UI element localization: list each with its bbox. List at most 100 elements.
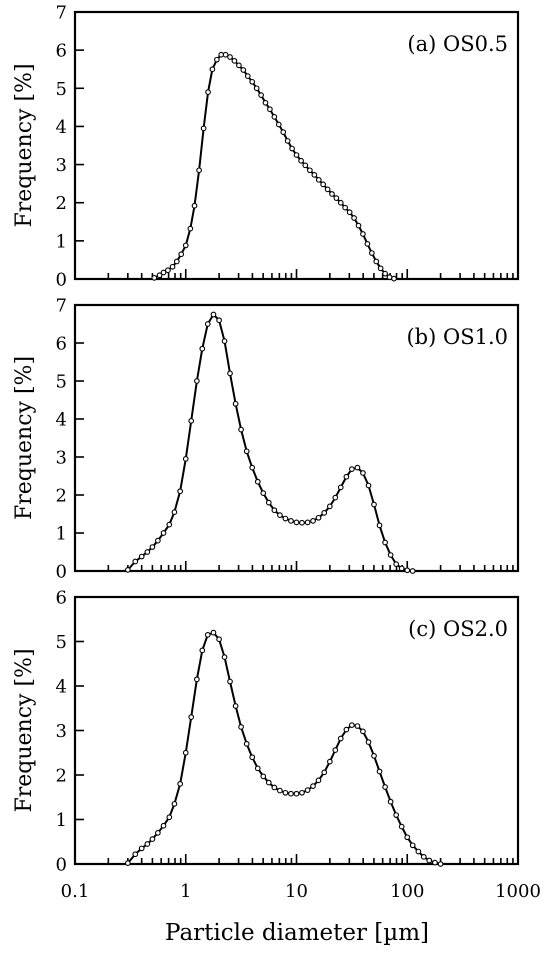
data-point — [288, 790, 294, 797]
data-point — [222, 51, 229, 58]
data-point — [332, 494, 339, 501]
data-point — [360, 728, 366, 735]
data-point — [155, 829, 161, 836]
data-point — [337, 199, 344, 206]
data-point — [371, 501, 377, 508]
data-point — [293, 519, 300, 526]
data-point — [194, 378, 200, 384]
data-point — [382, 784, 388, 790]
data-point — [249, 754, 256, 761]
y-tick-label: 5 — [56, 79, 67, 100]
y-tick-label: 3 — [56, 721, 67, 742]
data-point — [216, 636, 222, 643]
data-point — [258, 92, 264, 98]
data-point — [364, 241, 371, 247]
panel-1: 0 1 2 3 4 5 6 7 Frequency [%] (a) OS0.5 — [12, 3, 520, 291]
data-point — [166, 814, 173, 821]
data-point — [282, 789, 289, 796]
data-point — [199, 345, 206, 352]
y-tick-label: 7 — [56, 3, 67, 24]
data-point — [387, 552, 394, 558]
data-point — [293, 152, 300, 158]
data-point — [409, 568, 416, 574]
y-tick-label: 1 — [56, 231, 67, 252]
data-point — [307, 167, 313, 174]
data-point — [227, 678, 233, 685]
data-point — [160, 822, 167, 829]
data-point — [377, 265, 384, 272]
data-point — [373, 258, 380, 265]
data-point — [149, 836, 156, 842]
data-point — [348, 466, 355, 473]
data-point — [277, 787, 283, 794]
data-point — [191, 202, 198, 209]
y-tick-label: 2 — [56, 193, 67, 214]
data-point — [398, 823, 405, 830]
data-point — [415, 848, 422, 855]
data-point — [437, 861, 444, 867]
data-point — [354, 723, 361, 729]
data-point — [216, 317, 222, 324]
data-point — [160, 269, 167, 276]
data-point — [262, 99, 269, 106]
data-point — [320, 181, 326, 188]
data-point — [138, 845, 145, 852]
data-point — [376, 768, 383, 775]
data-point — [238, 724, 244, 730]
data-point — [387, 798, 394, 805]
data-point — [149, 544, 156, 550]
data-point — [188, 418, 195, 424]
panel-2: 0 1 2 3 4 5 6 7 Frequency [%] (b) OS1.0 — [12, 296, 520, 583]
data-point — [187, 225, 194, 232]
data-point — [267, 106, 273, 113]
panel-label: (c) OS2.0 — [408, 617, 508, 641]
data-point — [227, 54, 233, 60]
y-tick-label: 2 — [56, 486, 67, 507]
data-point — [321, 769, 328, 776]
data-point — [271, 507, 278, 514]
y-tick-label: 3 — [56, 448, 67, 469]
data-point — [124, 567, 131, 573]
x-tick-label: 100 — [390, 881, 424, 902]
panel-label: (a) OS0.5 — [407, 32, 508, 56]
panel-3: 0 1 2 3 4 5 6 Frequency [%] (c) OS2.0 — [12, 588, 520, 876]
data-point — [365, 739, 372, 745]
data-point — [231, 57, 238, 64]
data-point — [196, 167, 202, 174]
x-tick-label: 1 — [180, 881, 191, 902]
y-tick-label: 6 — [56, 588, 67, 609]
data-point — [254, 478, 261, 485]
data-point — [288, 517, 294, 524]
data-point — [254, 765, 261, 772]
data-point — [144, 549, 151, 555]
data-point — [371, 753, 377, 759]
y-tick-label: 1 — [56, 524, 67, 545]
data-point — [293, 790, 300, 797]
data-point — [348, 722, 355, 729]
data-point — [351, 215, 357, 221]
x-axis-label: Particle diameter [µm] — [165, 920, 429, 946]
data-point — [299, 789, 305, 796]
data-point — [360, 231, 366, 237]
data-point — [200, 125, 207, 132]
data-point — [138, 553, 145, 560]
data-point — [227, 370, 233, 377]
data-point — [236, 62, 242, 69]
data-point — [132, 558, 139, 565]
y-tick-label: 1 — [56, 810, 67, 831]
data-point — [271, 784, 278, 791]
data-point — [337, 735, 344, 742]
data-point — [151, 275, 158, 281]
x-tick-label: 0.1 — [61, 881, 90, 902]
x-axis-tick-labels: 0.1 1 10 100 1000 — [61, 881, 541, 902]
data-point — [324, 186, 331, 193]
data-point — [282, 515, 289, 522]
data-point — [321, 510, 328, 516]
data-point — [249, 464, 256, 471]
data-point — [209, 66, 216, 73]
y-tick-label: 6 — [56, 41, 67, 62]
data-point — [199, 647, 206, 654]
data-point — [326, 503, 333, 510]
data-point — [332, 747, 339, 753]
data-point — [171, 801, 178, 807]
